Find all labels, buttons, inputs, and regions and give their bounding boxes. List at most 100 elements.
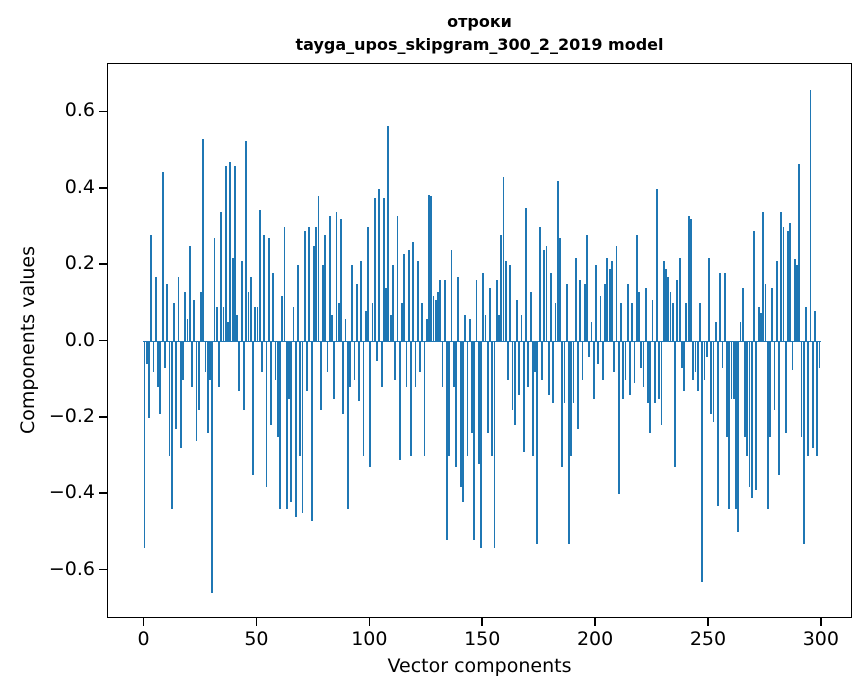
bar <box>703 341 706 380</box>
bar <box>328 215 331 342</box>
bar <box>793 259 796 342</box>
bar <box>610 261 613 342</box>
bar <box>220 211 223 342</box>
bar <box>452 341 455 388</box>
bar <box>495 280 498 342</box>
bar <box>710 341 713 415</box>
bar <box>719 272 722 342</box>
bar <box>340 219 342 342</box>
bar <box>543 249 546 342</box>
bar <box>626 284 629 342</box>
bar <box>274 341 277 380</box>
bar <box>568 341 570 544</box>
bar <box>145 341 148 365</box>
zero-baseline <box>143 340 822 343</box>
bar <box>471 341 473 434</box>
bar <box>382 198 385 342</box>
bar <box>455 341 457 468</box>
bar <box>620 303 622 342</box>
bar <box>622 341 625 399</box>
bar <box>276 341 279 437</box>
bar <box>791 341 794 371</box>
bar <box>629 341 631 395</box>
bar <box>349 341 351 388</box>
bar <box>193 299 196 342</box>
bar <box>353 341 356 380</box>
bar <box>735 341 737 510</box>
bar <box>355 284 358 342</box>
bar <box>674 341 676 468</box>
bar <box>500 234 503 342</box>
bar <box>200 291 202 342</box>
bar <box>486 341 489 434</box>
bar <box>335 211 338 342</box>
bar <box>764 284 767 342</box>
bar <box>238 341 241 392</box>
x-tick-mark <box>820 618 822 626</box>
x-axis-label: Vector components <box>387 655 572 677</box>
y-tick-label: −0.2 <box>48 404 95 427</box>
bar <box>168 341 171 456</box>
bar <box>746 341 749 456</box>
bar <box>344 318 347 342</box>
bar <box>656 188 658 342</box>
bar <box>446 341 448 540</box>
bar <box>218 341 220 388</box>
bar <box>730 341 733 399</box>
bar <box>683 341 686 392</box>
bar <box>712 341 715 422</box>
bar <box>188 246 191 342</box>
bar <box>364 310 367 342</box>
bar <box>583 284 586 342</box>
bar <box>536 341 539 544</box>
y-tick-mark <box>99 110 107 113</box>
bar <box>507 341 509 380</box>
bar <box>401 303 403 342</box>
bar <box>805 307 807 342</box>
bar <box>419 341 421 373</box>
x-tick-mark <box>707 618 709 626</box>
bar <box>245 141 248 342</box>
bar <box>421 303 424 342</box>
bar <box>154 276 157 342</box>
bar <box>213 238 216 342</box>
bar <box>766 341 769 510</box>
bar <box>814 310 816 342</box>
bar <box>439 280 442 342</box>
bar <box>195 341 198 441</box>
bar <box>692 341 695 380</box>
bar <box>780 211 783 342</box>
bar <box>333 341 336 399</box>
chart-title-line2: tayga_upos_skipgram_300_2_2019 model <box>295 35 664 54</box>
bar <box>432 295 435 342</box>
bar <box>769 341 771 437</box>
bar <box>771 288 774 342</box>
bar <box>565 284 568 342</box>
chart-title: отроки tayga_upos_skipgram_300_2_2019 mo… <box>107 10 852 56</box>
bar <box>802 341 805 544</box>
bar <box>705 341 708 357</box>
bar <box>651 299 654 342</box>
bar <box>410 341 412 456</box>
bar <box>464 314 467 342</box>
bar <box>597 341 600 365</box>
bar <box>653 341 656 403</box>
bar <box>671 303 674 342</box>
bar <box>660 341 663 426</box>
bar <box>665 268 667 342</box>
bar <box>398 341 401 460</box>
bar <box>529 291 532 342</box>
bar <box>182 341 184 380</box>
y-tick-mark <box>99 187 107 189</box>
bar <box>784 341 787 434</box>
bar <box>414 341 417 388</box>
bar <box>229 162 232 342</box>
bar <box>150 234 153 342</box>
bar <box>690 219 692 342</box>
bar <box>161 171 164 342</box>
y-tick-label: 0.0 <box>64 328 95 351</box>
bar <box>511 341 514 411</box>
bar <box>215 307 218 342</box>
bar <box>489 288 491 342</box>
bar <box>170 341 173 510</box>
